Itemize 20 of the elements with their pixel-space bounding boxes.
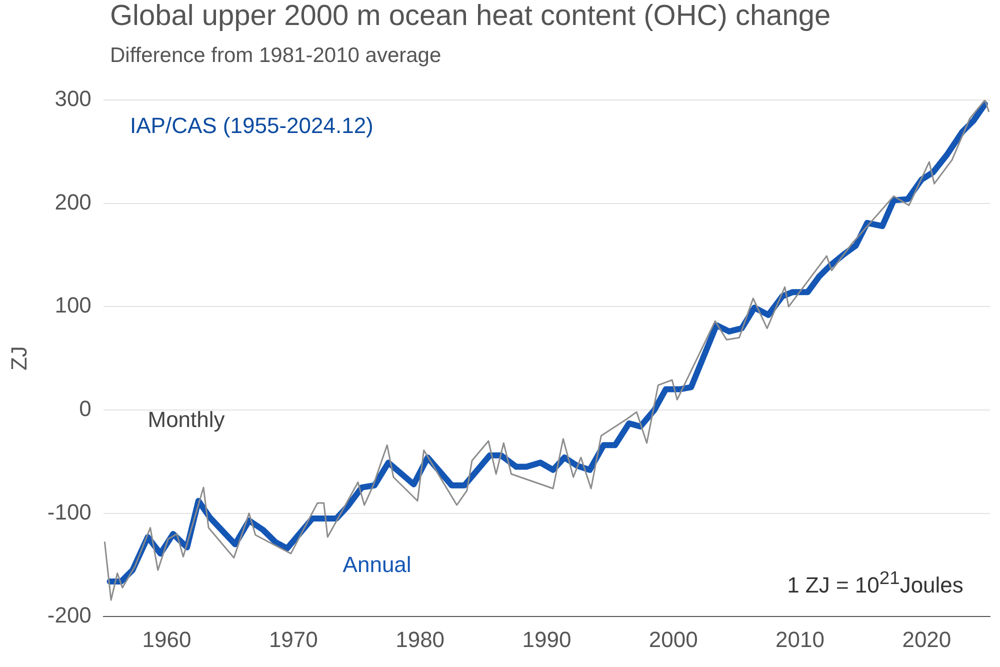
chart-title: Global upper 2000 m ocean heat content (OHC) change [110,0,831,33]
y-tick-label: -200 [47,602,92,628]
x-tick-label: 2000 [648,626,698,652]
y-tick-label: 300 [54,86,92,112]
annotation: IAP/CAS (1955-2024.12) [130,112,374,139]
x-tick-label: 2020 [902,626,952,652]
x-tick-label: 1980 [396,626,445,652]
x-tick-label: 2010 [776,626,824,652]
chart-subtitle: Difference from 1981-2010 average [110,44,442,68]
x-tick-label: 1960 [142,626,192,652]
series-label: Annual [342,552,412,578]
y-tick-label: -100 [47,499,92,524]
y-tick-label: 0 [79,396,92,422]
y-tick-label: 100 [54,292,92,318]
y-axis-title: ZJ [6,346,32,371]
y-tick-label: 200 [54,189,92,214]
annotation: 1 ZJ = 10$^{21}$Joules [787,567,964,599]
x-tick-label: 1970 [268,626,318,652]
x-tick-label: 1990 [522,626,572,652]
text: Monthly [148,407,225,434]
